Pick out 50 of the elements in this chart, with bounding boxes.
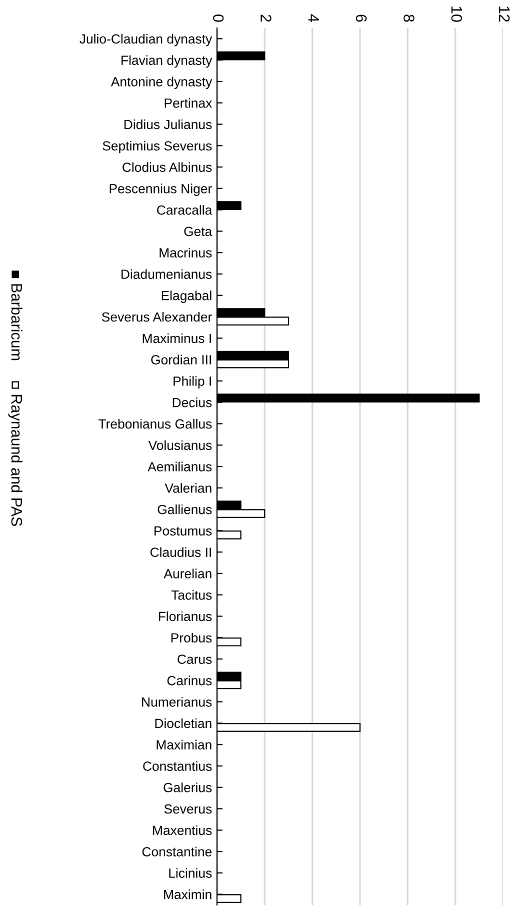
y-tick-label: Gordian III (151, 354, 211, 364)
y-tick-label: Florianus (158, 611, 212, 622)
legend-label: Raynaund and PAS (8, 394, 22, 526)
y-tick-label: Antonine dynasty (110, 76, 212, 89)
y-tick-label: Maxentius (153, 825, 212, 836)
y-tick-label: Macrinus (160, 248, 212, 258)
y-tick-label: Diocletian (155, 718, 212, 728)
y-tick-label: Tacitus (171, 590, 212, 600)
y-tick-label: Geta (184, 226, 212, 236)
y-tick-label: Maximinus I (142, 333, 211, 344)
y-tick-label: Aemilianus (148, 462, 212, 472)
y-tick-label: Septimius Severus (102, 140, 212, 154)
y-tick-label: Probus (171, 632, 212, 643)
x-tick-label: 6 (356, 14, 367, 22)
y-tick-label: Flavian dynasty (122, 55, 212, 68)
x-tick-label: 8 (404, 14, 414, 22)
y-tick-label: Carinus (167, 676, 212, 686)
x-tick-label: 10 (451, 6, 462, 22)
y-tick-label: Philip I (174, 376, 211, 388)
y-tick-label: Volusianus (148, 440, 212, 450)
y-tick-label: Valerian (164, 483, 212, 493)
y-tick-label: Severus (164, 804, 212, 814)
y-tick-label: Gallienus (158, 504, 212, 514)
y-tick-label: Carus (178, 654, 212, 664)
x-tick-label: 0 (212, 14, 224, 22)
y-tick-label: Postumus (154, 526, 212, 536)
y-tick-label: Maximin (164, 890, 212, 900)
y-tick-label: Pescennius Niger (110, 184, 212, 196)
y-tick-label: Elagabal (162, 290, 212, 303)
y-tick-label: Julio-Claudian dynasty (80, 34, 212, 46)
y-tick-label: Numerianus (142, 697, 212, 707)
y-tick-label: Claudius II (150, 547, 211, 557)
y-tick-label: Constantine (142, 846, 212, 856)
y-tick-label: Diadumenianus (122, 269, 212, 279)
y-tick-label: Licinius (169, 868, 212, 878)
y-tick-label: Didius Julianus (124, 119, 212, 130)
y-tick-label: Trebonianus Gallus (98, 418, 212, 429)
y-tick-label: Caracalla (157, 205, 212, 215)
y-tick-label: Galerius (164, 782, 212, 792)
x-tick-label: 2 (260, 14, 272, 22)
y-tick-label: Aurelian (164, 568, 212, 578)
y-tick-label: Clodius Albinus (122, 162, 212, 172)
y-tick-label: Decius (172, 398, 212, 408)
x-tick-label: 4 (308, 14, 319, 22)
x-tick-label: 12 (499, 6, 510, 22)
legend-label: Barbaricum (11, 284, 22, 360)
y-tick-label: Pertinax (164, 98, 212, 108)
y-tick-label: Severus Alexander (102, 312, 212, 322)
y-tick-label: Maximian (156, 740, 212, 750)
y-tick-label: Constantius (143, 761, 212, 771)
